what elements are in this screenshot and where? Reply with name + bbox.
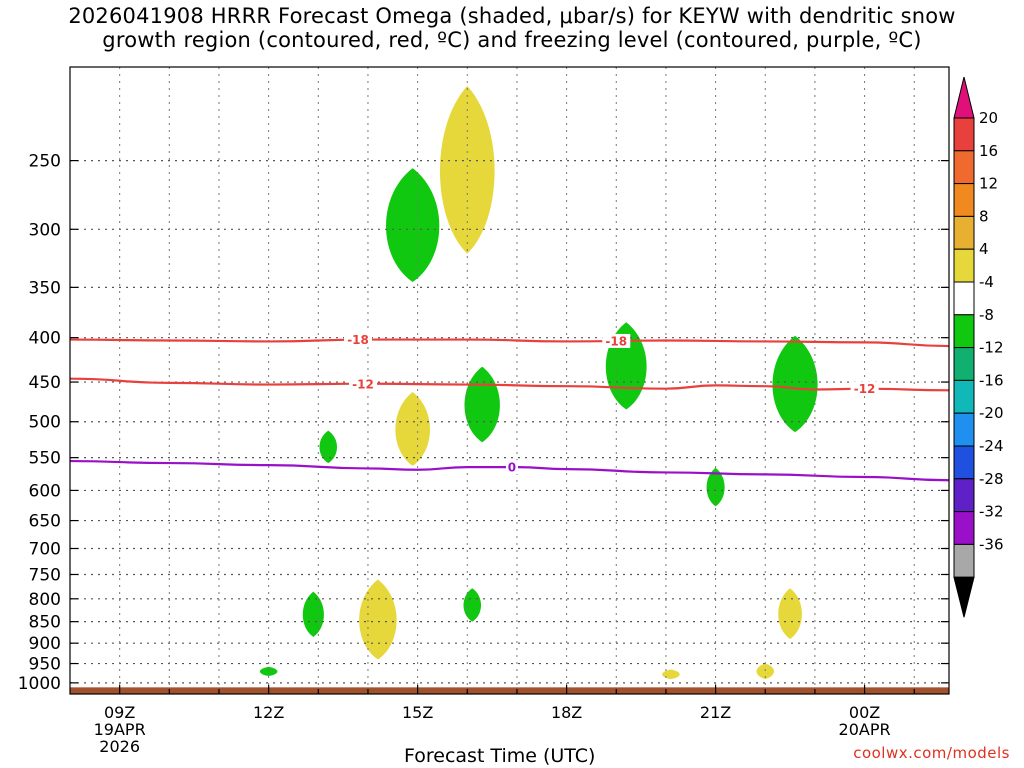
omega-region-11 <box>463 588 482 622</box>
x-tick-label-21-1: 21Z <box>700 703 731 722</box>
colorbar-label-13: -32 <box>979 503 1004 521</box>
y-tick-label-400: 400 <box>29 329 61 349</box>
colorbar-swatch-5 <box>953 248 975 283</box>
colorbar-label-10: -20 <box>979 404 1004 422</box>
site-credit: coolwx.com/models <box>853 744 1010 762</box>
colorbar-label-6: -4 <box>979 273 994 291</box>
contour-label-1-2: -18 <box>605 334 627 348</box>
colorbar-label-3: 12 <box>979 175 998 193</box>
plot-frame <box>69 66 950 695</box>
y-tick-label-600: 600 <box>29 481 61 501</box>
omega-region-10 <box>359 579 397 660</box>
omega-region-2 <box>439 85 495 254</box>
contour-label-1-1: -18 <box>347 333 369 347</box>
colorbar-swatch-4 <box>953 215 975 250</box>
x-tick-label-9-2: 19APR <box>94 720 146 739</box>
contour-label-3-1: 0 <box>508 461 516 475</box>
contour-line-2 <box>69 377 950 392</box>
colorbar-swatch-6 <box>953 281 975 316</box>
shaded-omega-regions <box>259 85 818 680</box>
y-tick-label-550: 550 <box>29 449 61 469</box>
temperature-contours: -18 -18 -12 -12 0 <box>69 332 950 482</box>
colorbar-label-8: -12 <box>979 339 1004 357</box>
colorbar-swatch-9 <box>953 379 975 414</box>
x-tick-label-18-1: 18Z <box>551 703 582 722</box>
omega-region-15 <box>756 663 775 680</box>
colorbar-swatch-12 <box>953 478 975 513</box>
y-tick-label-800: 800 <box>29 590 61 610</box>
x-tick-label-24-2: 20APR <box>839 720 891 739</box>
colorbar-swatch-14 <box>953 543 975 578</box>
y-tick-label-250: 250 <box>29 152 61 172</box>
colorbar-swatch-11 <box>953 445 975 480</box>
y-tick-label-350: 350 <box>29 278 61 298</box>
omega-region-6 <box>772 335 818 433</box>
omega-region-12 <box>778 588 802 639</box>
colorbar-swatch-2 <box>953 150 975 185</box>
omega-region-5 <box>395 391 430 466</box>
colorbar-swatch-1 <box>953 117 975 152</box>
pressure-axis: 2503003504004505005506006507007508008509… <box>18 152 949 694</box>
y-tick-label-900: 900 <box>29 634 61 654</box>
omega-region-14 <box>662 669 680 680</box>
colorbar-label-1: 20 <box>979 109 998 127</box>
omega-region-7 <box>319 430 338 464</box>
x-tick-label-24-1: 00Z <box>849 703 880 722</box>
colorbar-label-2: 16 <box>979 142 998 160</box>
colorbar-swatch-3 <box>953 183 975 217</box>
y-tick-label-700: 700 <box>29 539 61 559</box>
terrain-layer <box>70 687 949 694</box>
x-tick-label-12-1: 12Z <box>253 703 284 722</box>
x-tick-label-15-1: 15Z <box>402 703 433 722</box>
colorbar-label-11: -24 <box>979 437 1004 455</box>
contour-label-bg-2-1 <box>349 376 377 391</box>
contour-label-bg-3-1 <box>505 460 518 475</box>
colorbar-swatch-13 <box>953 511 975 545</box>
colorbar-label-7: -8 <box>979 306 994 324</box>
contour-label-2-1: -12 <box>352 377 374 391</box>
y-tick-label-1000: 1000 <box>18 674 61 694</box>
omega-region-9 <box>302 591 324 637</box>
x-tick-label-9-1: 09Z <box>104 703 135 722</box>
contour-label-bg-1-1 <box>344 332 373 347</box>
omega-region-13 <box>259 666 278 677</box>
contour-label-bg-2-2 <box>850 381 879 396</box>
colorbar-bottom-arrow <box>953 576 975 618</box>
contour-label-bg-1-2 <box>602 333 631 348</box>
contour-label-2-2: -12 <box>854 382 876 396</box>
y-tick-label-650: 650 <box>29 512 61 532</box>
chart-title: 2026041908 HRRR Forecast Omega (shaded, … <box>68 4 956 52</box>
contour-line-3 <box>69 459 950 482</box>
y-tick-label-750: 750 <box>29 565 61 585</box>
colorbar-label-14: -36 <box>979 535 1004 553</box>
y-tick-label-950: 950 <box>29 655 61 675</box>
colorbar-label-12: -28 <box>979 470 1004 488</box>
y-tick-label-300: 300 <box>29 220 61 240</box>
colorbar-swatch-7 <box>953 314 975 349</box>
contour-line-1 <box>69 338 950 348</box>
terrain-band <box>70 687 949 694</box>
colorbar-label-4: 8 <box>979 207 989 225</box>
x-tick-label-9-3: 2026 <box>99 737 140 756</box>
colorbar-top-arrow <box>953 76 975 119</box>
colorbar: 20 16 12 8 4 -4 -8 -12 -16 -20 -24 -28 -32 -36 <box>953 76 1004 618</box>
y-tick-label-850: 850 <box>29 613 61 633</box>
x-axis-label: Forecast Time (UTC) <box>404 745 596 767</box>
omega-region-1 <box>386 168 440 282</box>
colorbar-swatch-8 <box>953 347 975 381</box>
y-tick-label-450: 450 <box>29 373 61 393</box>
colorbar-swatch-10 <box>953 412 975 447</box>
y-tick-label-500: 500 <box>29 413 61 433</box>
colorbar-label-5: 4 <box>979 240 989 258</box>
colorbar-label-9: -16 <box>979 371 1004 389</box>
omega-region-4 <box>464 366 500 443</box>
